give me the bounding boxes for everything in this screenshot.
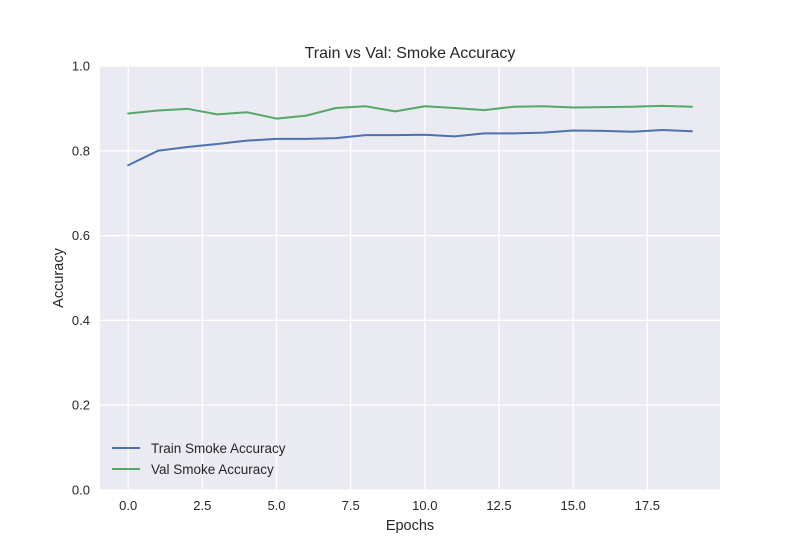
series-line-1 bbox=[127, 104, 693, 120]
y-axis-label: Accuracy bbox=[51, 247, 67, 307]
grid-lines bbox=[100, 65, 720, 491]
series-line-0 bbox=[127, 129, 693, 167]
y-tick-label: 0.2 bbox=[72, 398, 90, 413]
legend: Train Smoke Accuracy Val Smoke Accuracy bbox=[112, 441, 286, 477]
x-tick-label: 2.5 bbox=[193, 498, 211, 513]
y-tick-label: 1.0 bbox=[72, 59, 90, 74]
plot-area bbox=[100, 66, 720, 490]
x-axis-label: Epochs bbox=[386, 518, 434, 534]
y-tick-label: 0.6 bbox=[72, 228, 90, 243]
x-tick-label: 0.0 bbox=[119, 498, 137, 513]
x-tick-label: 7.5 bbox=[342, 498, 360, 513]
y-tick-label: 0.8 bbox=[72, 143, 90, 158]
legend-label-0: Train Smoke Accuracy bbox=[151, 441, 286, 456]
x-tick-label: 12.5 bbox=[486, 498, 511, 513]
legend-label-1: Val Smoke Accuracy bbox=[151, 462, 274, 477]
y-tick-label: 0.4 bbox=[72, 313, 90, 328]
series-layer bbox=[127, 104, 693, 167]
x-tick-label: 5.0 bbox=[267, 498, 285, 513]
x-tick-label: 15.0 bbox=[561, 498, 586, 513]
x-tick-label: 10.0 bbox=[412, 498, 437, 513]
y-tick-label: 0.0 bbox=[72, 483, 90, 498]
x-axis-ticks: 0.0 2.5 5.0 7.5 10.0 12.5 15.0 17.5 bbox=[119, 498, 660, 513]
y-axis-ticks: 0.0 0.2 0.4 0.6 0.8 1.0 bbox=[72, 59, 90, 498]
x-tick-label: 17.5 bbox=[635, 498, 660, 513]
chart-title: Train vs Val: Smoke Accuracy bbox=[305, 45, 516, 62]
